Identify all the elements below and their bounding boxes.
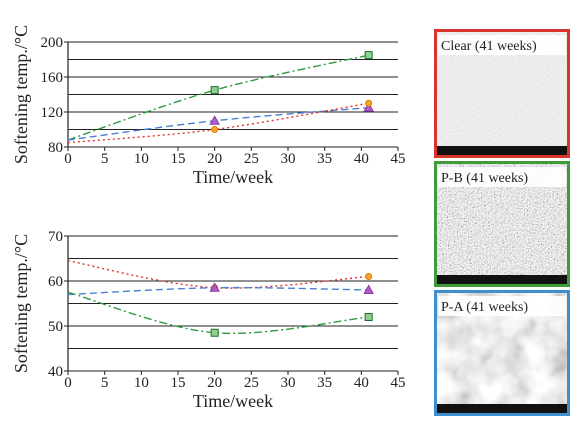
label-background [438, 167, 566, 187]
x-tick-label: 25 [244, 375, 259, 391]
marker [363, 284, 375, 294]
label-background [438, 296, 566, 316]
marker [363, 102, 375, 112]
x-tick-label: 30 [281, 151, 296, 167]
marker [364, 51, 373, 60]
x-axis-title: Time/week [193, 167, 273, 187]
x-tick-label: 40 [354, 375, 369, 391]
y-tick-label: 50 [48, 319, 63, 335]
image-frame [434, 161, 570, 287]
y-tick-label: 40 [48, 364, 63, 380]
x-tick-label: 35 [317, 151, 332, 167]
x-tick-label: 5 [101, 151, 109, 167]
y-tick-label: 60 [48, 274, 63, 290]
x-tick-label: 10 [134, 151, 149, 167]
y-axis-title: Softening temp./°C [11, 234, 31, 373]
x-tick-label: 30 [281, 375, 296, 391]
series-line [67, 54, 369, 141]
x-tick-label: 45 [391, 151, 406, 167]
y-tick-label: 160 [41, 70, 64, 86]
x-tick-label: 0 [64, 151, 72, 167]
y-tick-label: 80 [48, 140, 63, 156]
x-tick-label: 0 [64, 375, 72, 391]
series-line [67, 260, 369, 289]
label-background [438, 35, 566, 55]
x-tick-label: 20 [207, 151, 222, 167]
marker [365, 99, 373, 107]
x-tick-label: 35 [317, 375, 332, 391]
series-line [67, 291, 369, 335]
marker [209, 115, 221, 125]
image-frame [434, 29, 570, 158]
x-tick-label: 40 [354, 151, 369, 167]
y-tick-label: 70 [48, 229, 63, 245]
y-axis-title: Softening temp./°C [11, 25, 31, 164]
x-tick-label: 20 [207, 375, 222, 391]
x-tick-label: 25 [244, 151, 259, 167]
x-tick-label: 10 [134, 375, 149, 391]
x-tick-label: 15 [171, 151, 186, 167]
series-line [67, 102, 369, 144]
marker [209, 282, 221, 292]
marker [210, 86, 219, 95]
y-tick-label: 200 [41, 35, 64, 51]
micrograph-info-bar [436, 404, 568, 414]
image-label: P-A (41 weeks) [441, 300, 528, 315]
marker [365, 273, 373, 280]
image-label: Clear (41 weeks) [441, 39, 537, 54]
image-label: P-B (41 weeks) [441, 171, 528, 186]
image-frame [434, 290, 570, 416]
y-tick-label: 120 [41, 105, 64, 121]
x-tick-label: 5 [101, 375, 109, 391]
micrograph-info-bar [436, 146, 568, 156]
marker [364, 313, 373, 321]
marker [211, 126, 219, 133]
x-axis-title: Time/week [193, 391, 273, 411]
micrograph-info-bar [436, 275, 568, 285]
x-tick-label: 45 [391, 375, 406, 391]
marker [210, 328, 219, 337]
x-tick-label: 15 [171, 375, 186, 391]
